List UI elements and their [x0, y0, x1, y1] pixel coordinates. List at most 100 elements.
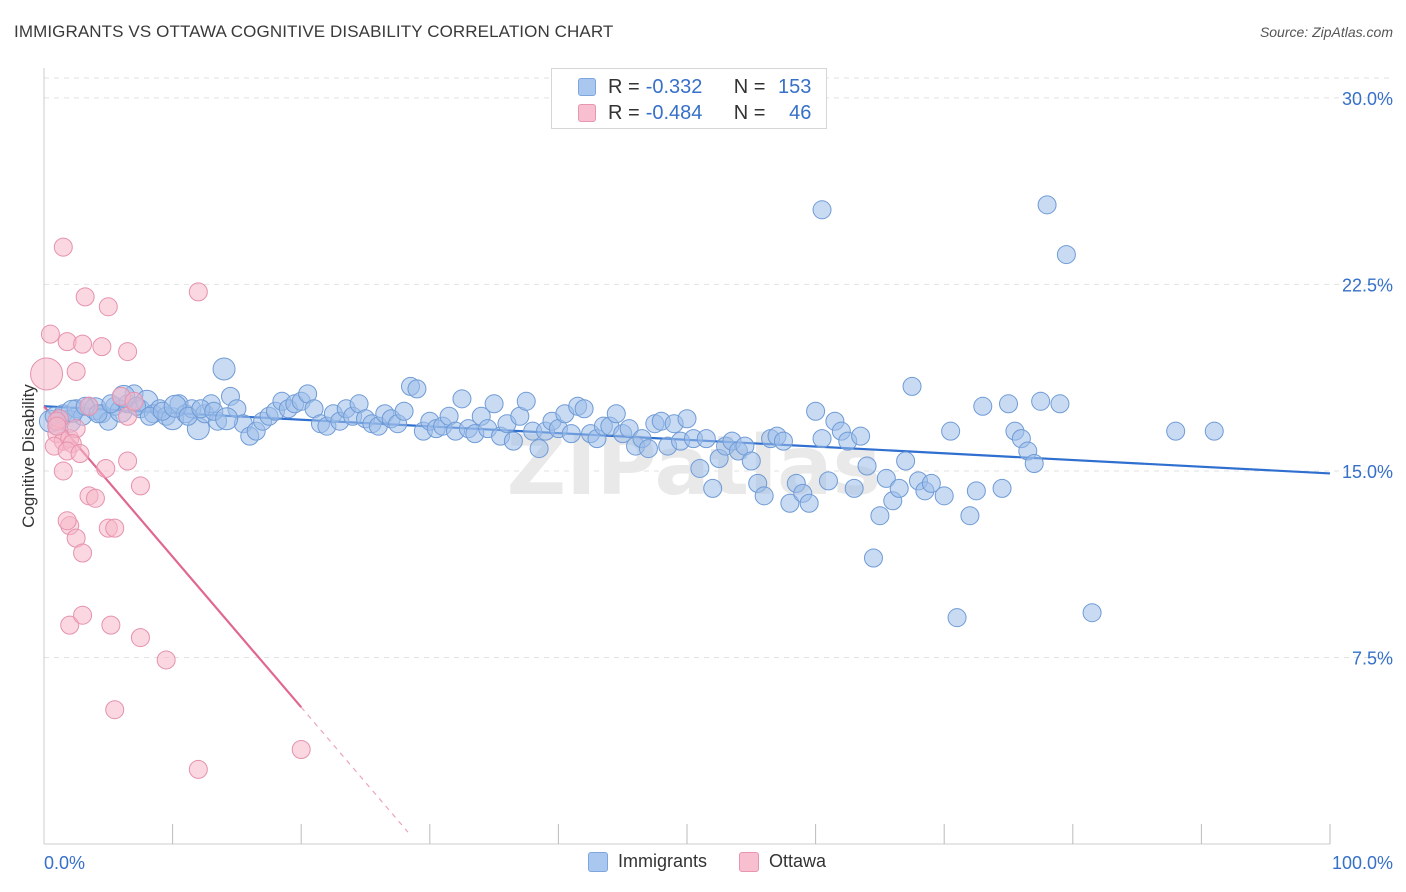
legend-item-ottawa[interactable]: Ottawa: [739, 851, 826, 872]
immigrants-point: [876, 468, 896, 488]
ottawa-point: [105, 700, 125, 720]
ottawa-point: [60, 615, 80, 635]
ottawa-point: [188, 759, 208, 779]
immigrants-point: [896, 451, 916, 471]
ottawa-point: [66, 361, 86, 381]
ottawa-point: [188, 282, 208, 302]
immigrants-point: [1024, 453, 1044, 473]
immigrants-point: [741, 451, 761, 471]
series-legend: Immigrants Ottawa: [588, 851, 858, 872]
immigrants-point: [1204, 421, 1224, 441]
r-value: -0.332: [645, 75, 703, 98]
ottawa-point: [57, 511, 77, 531]
n-label: N =: [733, 101, 766, 124]
chart-title: IMMIGRANTS VS OTTAWA COGNITIVE DISABILIT…: [14, 22, 614, 41]
immigrants-point: [754, 486, 774, 506]
ottawa-point: [105, 518, 125, 538]
n-label: N =: [733, 75, 766, 98]
immigrants-point: [902, 376, 922, 396]
immigrants-legend-swatch: [588, 851, 608, 872]
legend-item-immigrants[interactable]: Immigrants: [588, 851, 707, 872]
ottawa-point: [53, 461, 73, 481]
immigrants-point: [799, 493, 819, 513]
n-value: 46: [789, 101, 812, 124]
ottawa-legend-swatch: [739, 851, 760, 872]
immigrants-point: [863, 548, 883, 568]
immigrants-point: [516, 391, 536, 411]
immigrants-point: [703, 478, 723, 498]
stats-legend: R = -0.332 N = 153 R = -0.484 N = 46: [551, 68, 827, 129]
immigrants-point: [1031, 391, 1051, 411]
immigrants-point: [606, 404, 626, 424]
stats-row-immigrants: R = -0.332 N = 153: [578, 74, 811, 100]
immigrants-point: [960, 506, 980, 526]
ottawa-point: [73, 334, 93, 354]
immigrants-point: [1166, 421, 1186, 441]
immigrants-point: [973, 396, 993, 416]
immigrants-point: [806, 401, 826, 421]
r-label: R =: [608, 101, 640, 124]
ottawa-legend-label: Ottawa: [769, 851, 827, 871]
immigrants-point: [503, 431, 523, 451]
y-tick-label: 7.5%: [1352, 648, 1393, 668]
y-axis-label: Cognitive Disability: [19, 384, 38, 528]
ottawa-point: [79, 396, 99, 416]
immigrants-point: [966, 481, 986, 501]
ottawa-point: [130, 628, 150, 648]
immigrants-point: [941, 421, 961, 441]
stats-row-ottawa: R = -0.484 N = 46: [578, 100, 811, 126]
immigrants-point: [870, 506, 890, 526]
x-tick-label-max: 100.0%: [1332, 853, 1393, 873]
immigrants-point: [452, 389, 472, 409]
immigrants-point: [1037, 195, 1057, 215]
ottawa-point: [291, 739, 311, 759]
ottawa-trendline-extension: [300, 706, 409, 833]
immigrants-point: [407, 379, 427, 399]
ottawa-swatch: [578, 104, 596, 122]
immigrants-point: [1056, 245, 1076, 265]
ottawa-point: [85, 488, 105, 508]
immigrants-point: [212, 357, 236, 381]
immigrants-point: [574, 399, 594, 419]
immigrants-point: [529, 439, 549, 459]
ottawa-point: [130, 476, 150, 496]
immigrants-point: [780, 493, 800, 513]
immigrants-point: [619, 419, 639, 439]
immigrants-point: [215, 407, 239, 431]
ottawa-point: [118, 451, 138, 471]
immigrants-point: [818, 471, 838, 491]
immigrants-point: [638, 439, 658, 459]
immigrants-point: [921, 473, 941, 493]
immigrants-point: [561, 424, 581, 444]
immigrants-point: [1050, 394, 1070, 414]
immigrants-point: [696, 429, 716, 449]
y-tick-label: 15.0%: [1342, 462, 1393, 482]
immigrants-point: [992, 478, 1012, 498]
ottawa-point: [70, 444, 90, 464]
immigrants-point: [812, 200, 832, 220]
ottawa-point: [40, 324, 60, 344]
immigrants-point: [484, 394, 504, 414]
ottawa-point: [47, 416, 67, 436]
immigrants-point: [999, 394, 1018, 414]
immigrants-point: [812, 429, 832, 449]
immigrants-point: [857, 456, 877, 476]
ottawa-point: [101, 615, 121, 635]
immigrants-point: [1082, 603, 1102, 623]
immigrants-point: [851, 426, 871, 446]
immigrants-point: [394, 401, 414, 421]
immigrants-point: [690, 458, 710, 478]
immigrants-swatch: [578, 78, 596, 96]
ottawa-point: [75, 287, 95, 307]
ottawa-point: [124, 391, 144, 411]
ottawa-point: [92, 337, 112, 357]
immigrants-point: [934, 486, 954, 506]
r-label: R =: [608, 75, 640, 98]
ottawa-point: [73, 605, 93, 625]
ottawa-point: [53, 237, 73, 257]
ottawa-point: [156, 650, 176, 670]
y-tick-label: 30.0%: [1342, 89, 1393, 109]
ottawa-point: [118, 342, 138, 362]
immigrants-point: [844, 478, 864, 498]
